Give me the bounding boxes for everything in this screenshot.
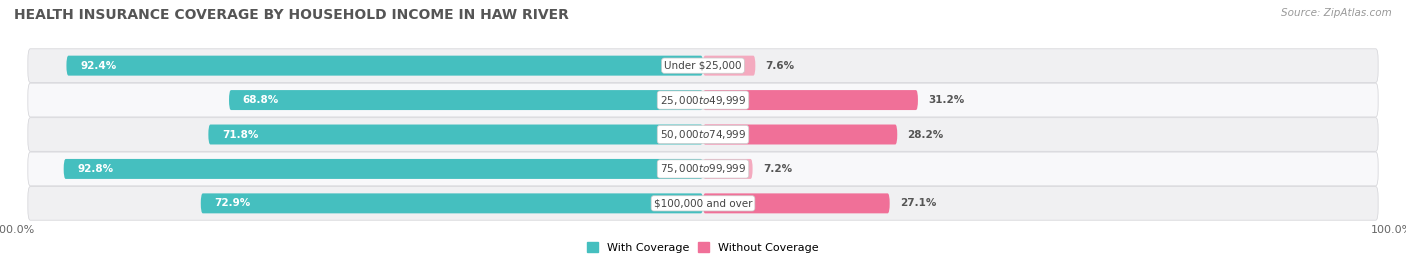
Text: $100,000 and over: $100,000 and over <box>654 198 752 208</box>
Text: 92.8%: 92.8% <box>77 164 114 174</box>
Text: 27.1%: 27.1% <box>900 198 936 208</box>
FancyBboxPatch shape <box>703 193 890 213</box>
FancyBboxPatch shape <box>229 90 703 110</box>
FancyBboxPatch shape <box>28 186 1378 220</box>
Text: HEALTH INSURANCE COVERAGE BY HOUSEHOLD INCOME IN HAW RIVER: HEALTH INSURANCE COVERAGE BY HOUSEHOLD I… <box>14 8 569 22</box>
Text: 68.8%: 68.8% <box>243 95 278 105</box>
Text: 28.2%: 28.2% <box>908 129 943 140</box>
Text: Under $25,000: Under $25,000 <box>664 61 742 71</box>
FancyBboxPatch shape <box>28 152 1378 186</box>
FancyBboxPatch shape <box>28 49 1378 83</box>
FancyBboxPatch shape <box>208 125 703 144</box>
Text: Source: ZipAtlas.com: Source: ZipAtlas.com <box>1281 8 1392 18</box>
Text: $75,000 to $99,999: $75,000 to $99,999 <box>659 162 747 175</box>
Legend: With Coverage, Without Coverage: With Coverage, Without Coverage <box>588 242 818 253</box>
FancyBboxPatch shape <box>703 90 918 110</box>
FancyBboxPatch shape <box>63 159 703 179</box>
FancyBboxPatch shape <box>28 118 1378 151</box>
Text: 7.6%: 7.6% <box>766 61 794 71</box>
Text: 92.4%: 92.4% <box>80 61 117 71</box>
FancyBboxPatch shape <box>28 83 1378 117</box>
Text: 71.8%: 71.8% <box>222 129 259 140</box>
FancyBboxPatch shape <box>201 193 703 213</box>
Text: 7.2%: 7.2% <box>763 164 792 174</box>
FancyBboxPatch shape <box>703 125 897 144</box>
FancyBboxPatch shape <box>703 56 755 76</box>
Text: 72.9%: 72.9% <box>215 198 250 208</box>
Text: $25,000 to $49,999: $25,000 to $49,999 <box>659 94 747 107</box>
FancyBboxPatch shape <box>66 56 703 76</box>
Text: $50,000 to $74,999: $50,000 to $74,999 <box>659 128 747 141</box>
FancyBboxPatch shape <box>703 159 752 179</box>
Text: 31.2%: 31.2% <box>928 95 965 105</box>
